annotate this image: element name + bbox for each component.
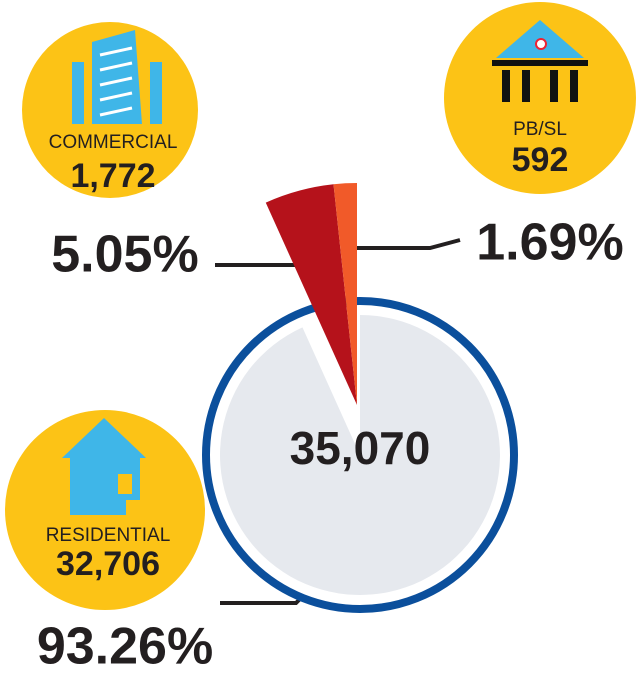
bank-icon: [492, 20, 588, 102]
category-label: PB/SL: [513, 119, 567, 140]
building-icon: [72, 30, 162, 124]
total-label: 35,070: [290, 422, 431, 474]
pie-slice: [333, 183, 357, 405]
percent-label: 5.05%: [51, 226, 198, 284]
percent-label: 1.69%: [476, 214, 623, 272]
leader-line: [350, 238, 461, 250]
percent-label: 93.26%: [37, 618, 213, 676]
category-label: RESIDENTIAL: [46, 525, 171, 546]
badge: [444, 2, 636, 194]
category-label: COMMERCIAL: [49, 132, 178, 153]
pie-slice: [265, 184, 357, 405]
house-icon: [62, 418, 146, 515]
pie: [202, 183, 518, 613]
count-label: 592: [512, 141, 569, 179]
pie-slice: [220, 315, 500, 595]
count-label: 32,706: [56, 545, 160, 583]
count-label: 1,772: [70, 157, 155, 195]
